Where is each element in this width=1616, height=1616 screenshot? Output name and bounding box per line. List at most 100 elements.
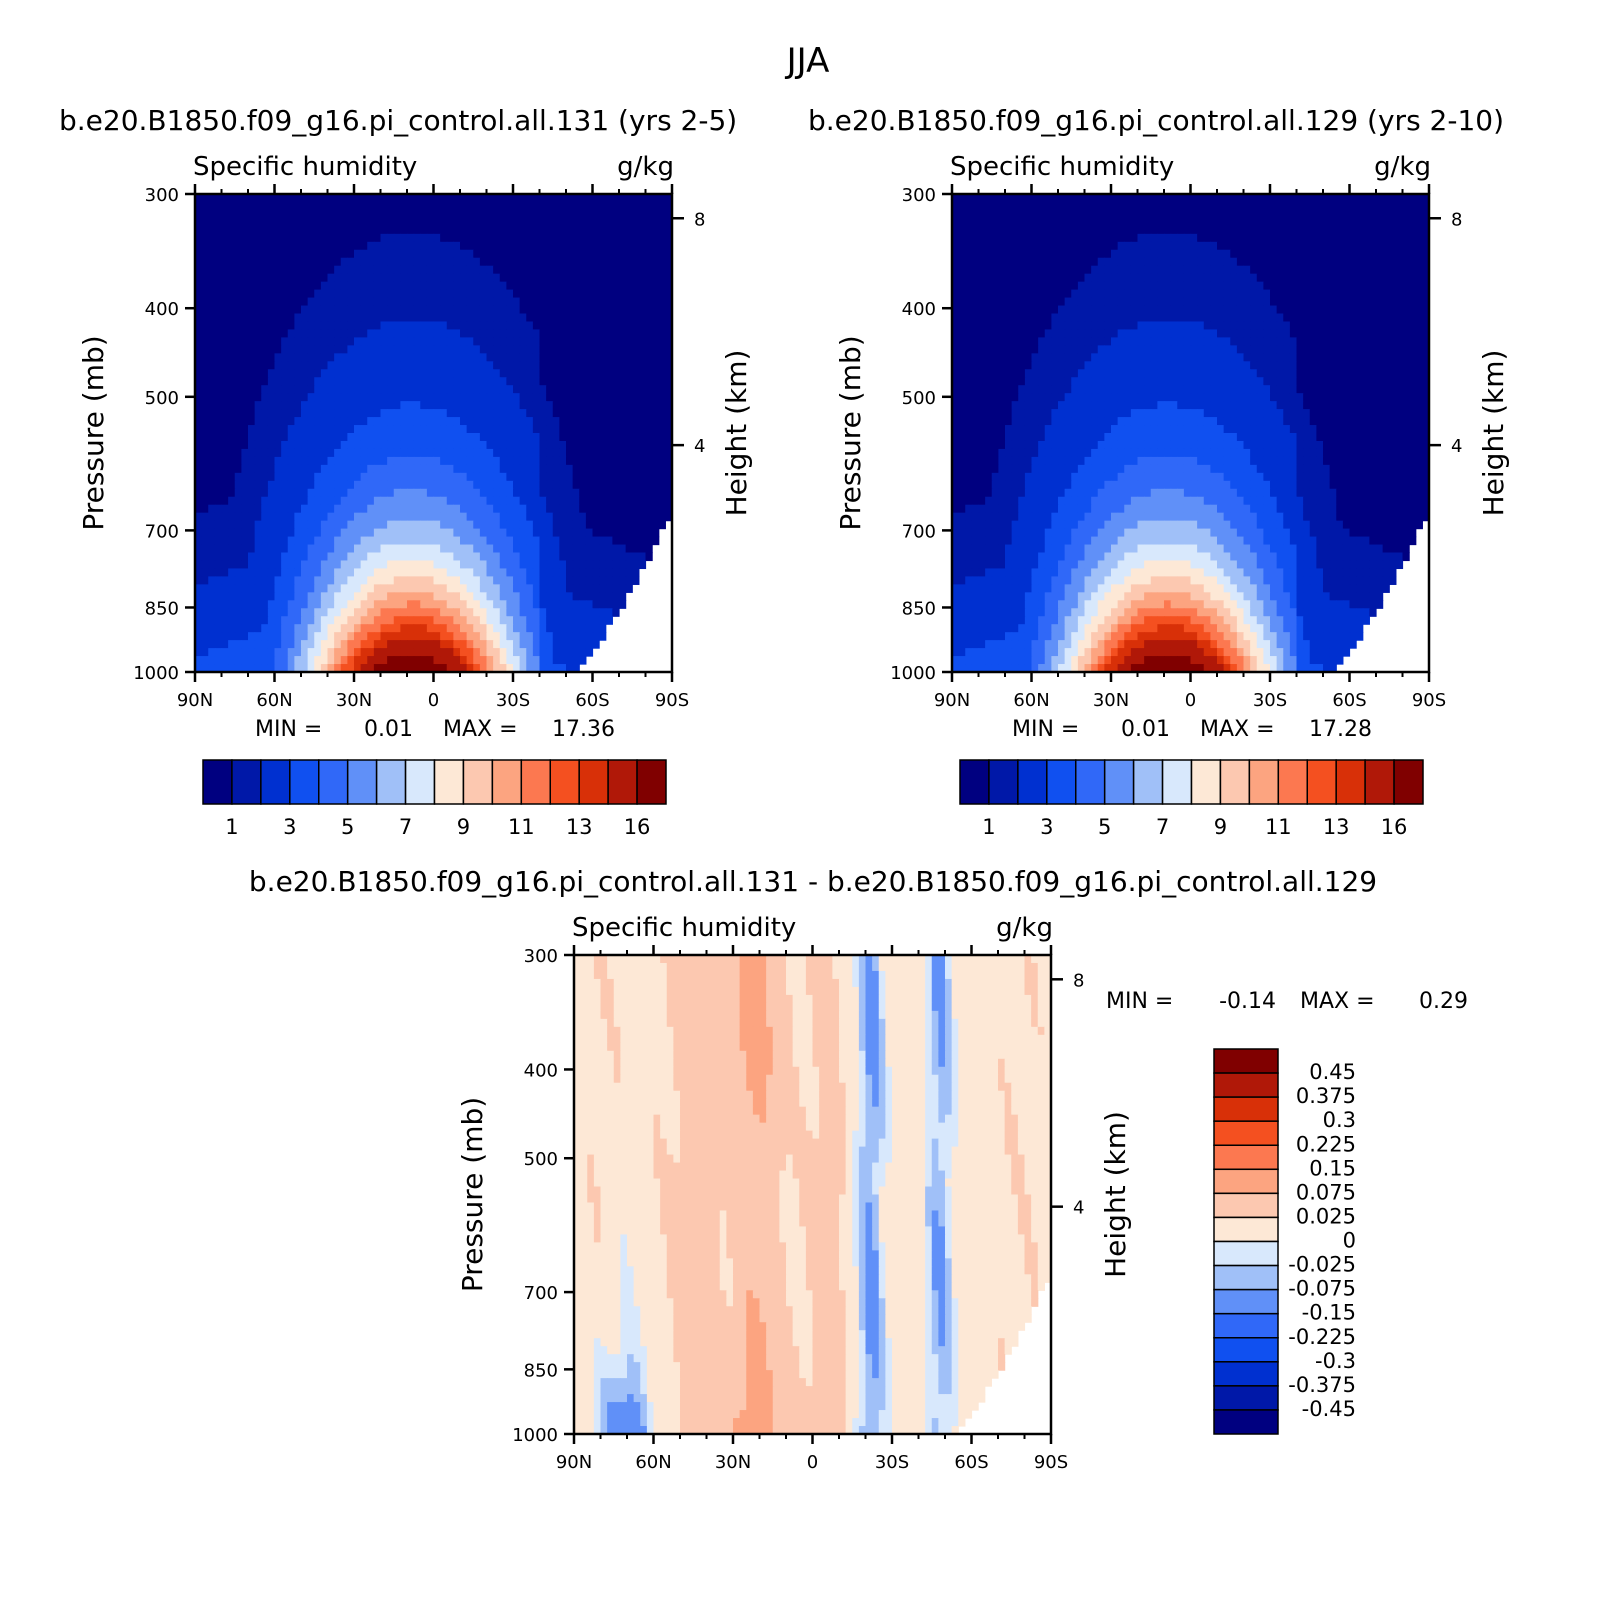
field-cell	[506, 225, 514, 235]
field-cell	[301, 321, 309, 331]
field-cell	[214, 560, 223, 570]
field-cell	[658, 225, 666, 235]
field-cell	[208, 640, 216, 649]
field-cell	[440, 440, 448, 450]
field-cell	[393, 560, 401, 570]
field-cell	[506, 560, 514, 570]
field-cell	[625, 560, 633, 570]
field-cell	[1190, 249, 1198, 259]
field-cell	[433, 433, 441, 442]
field-cell	[287, 265, 295, 275]
field-cell	[360, 664, 368, 673]
field-cell	[400, 592, 408, 601]
field-cell	[499, 512, 507, 522]
field-cell	[1005, 225, 1013, 235]
field-cell	[493, 440, 501, 450]
field-cell	[539, 257, 547, 267]
field-cell	[261, 640, 269, 649]
field-cell	[287, 417, 295, 426]
field-cell	[327, 576, 335, 585]
field-cell	[241, 425, 249, 434]
field-cell	[241, 433, 249, 442]
field-cell	[446, 249, 454, 259]
field-cell	[360, 504, 368, 514]
field-cell	[552, 464, 560, 474]
field-cell	[407, 313, 415, 323]
field-cell	[301, 329, 309, 338]
field-cell	[367, 480, 375, 490]
field-cell	[1097, 265, 1105, 275]
field-cell	[327, 225, 335, 235]
field-cell	[1263, 217, 1271, 227]
field-cell	[1369, 201, 1377, 211]
field-cell	[532, 456, 541, 466]
field-cell	[228, 337, 236, 346]
field-cell	[493, 289, 501, 299]
field-cell	[652, 337, 660, 346]
field-cell	[599, 472, 607, 482]
field-cell	[228, 472, 236, 482]
field-cell	[274, 337, 282, 346]
field-cell	[274, 345, 282, 354]
field-cell	[446, 273, 454, 283]
field-cell	[645, 369, 653, 378]
field-cell	[241, 257, 249, 267]
field-cell	[274, 640, 282, 649]
field-cell	[380, 568, 388, 577]
field-cell	[294, 321, 302, 331]
field-cell	[413, 265, 421, 275]
field-cell	[1276, 257, 1284, 267]
field-cell	[1303, 233, 1311, 243]
field-cell	[433, 592, 441, 601]
field-cell	[605, 265, 613, 275]
field-cell	[985, 201, 993, 211]
field-cell	[1058, 209, 1066, 219]
field-cell	[201, 265, 209, 275]
field-cell	[991, 265, 999, 275]
field-cell	[579, 201, 587, 211]
field-cell	[241, 409, 249, 418]
field-cell	[327, 345, 335, 354]
field-cell	[281, 337, 289, 346]
field-cell	[519, 624, 527, 633]
field-cell	[552, 265, 560, 275]
field-cell	[367, 201, 375, 211]
field-cell	[1064, 265, 1072, 275]
field-cell	[479, 488, 488, 498]
colorbar-box	[549, 759, 580, 805]
field-cell	[446, 544, 454, 554]
field-cell	[195, 297, 203, 307]
field-cell	[1183, 225, 1192, 235]
field-cell	[625, 448, 633, 458]
field-cell	[965, 217, 973, 227]
field-cell	[1183, 233, 1192, 243]
field-cell	[579, 520, 587, 530]
field-cell	[267, 488, 276, 498]
field-cell	[532, 480, 541, 490]
field-cell	[287, 488, 295, 498]
field-cell	[387, 273, 395, 283]
field-cell	[413, 552, 421, 562]
field-cell	[407, 488, 415, 498]
field-cell	[360, 568, 368, 577]
field-cell	[420, 225, 428, 235]
field-cell	[539, 417, 547, 426]
field-cell	[228, 353, 236, 362]
field-cell	[473, 576, 481, 585]
field-cell	[665, 194, 673, 203]
field-cell	[473, 440, 481, 450]
field-cell	[532, 640, 541, 649]
field-cell	[566, 640, 574, 649]
field-cell	[360, 337, 368, 346]
field-cell	[281, 664, 289, 673]
field-cell	[625, 305, 633, 315]
field-cell	[1382, 241, 1390, 251]
field-cell	[426, 249, 435, 259]
field-cell	[254, 361, 262, 370]
field-cell	[1203, 194, 1211, 203]
field-cell	[566, 257, 574, 267]
field-cell	[645, 273, 653, 283]
field-cell	[440, 417, 448, 426]
field-cell	[195, 209, 203, 219]
field-cell	[453, 417, 461, 426]
